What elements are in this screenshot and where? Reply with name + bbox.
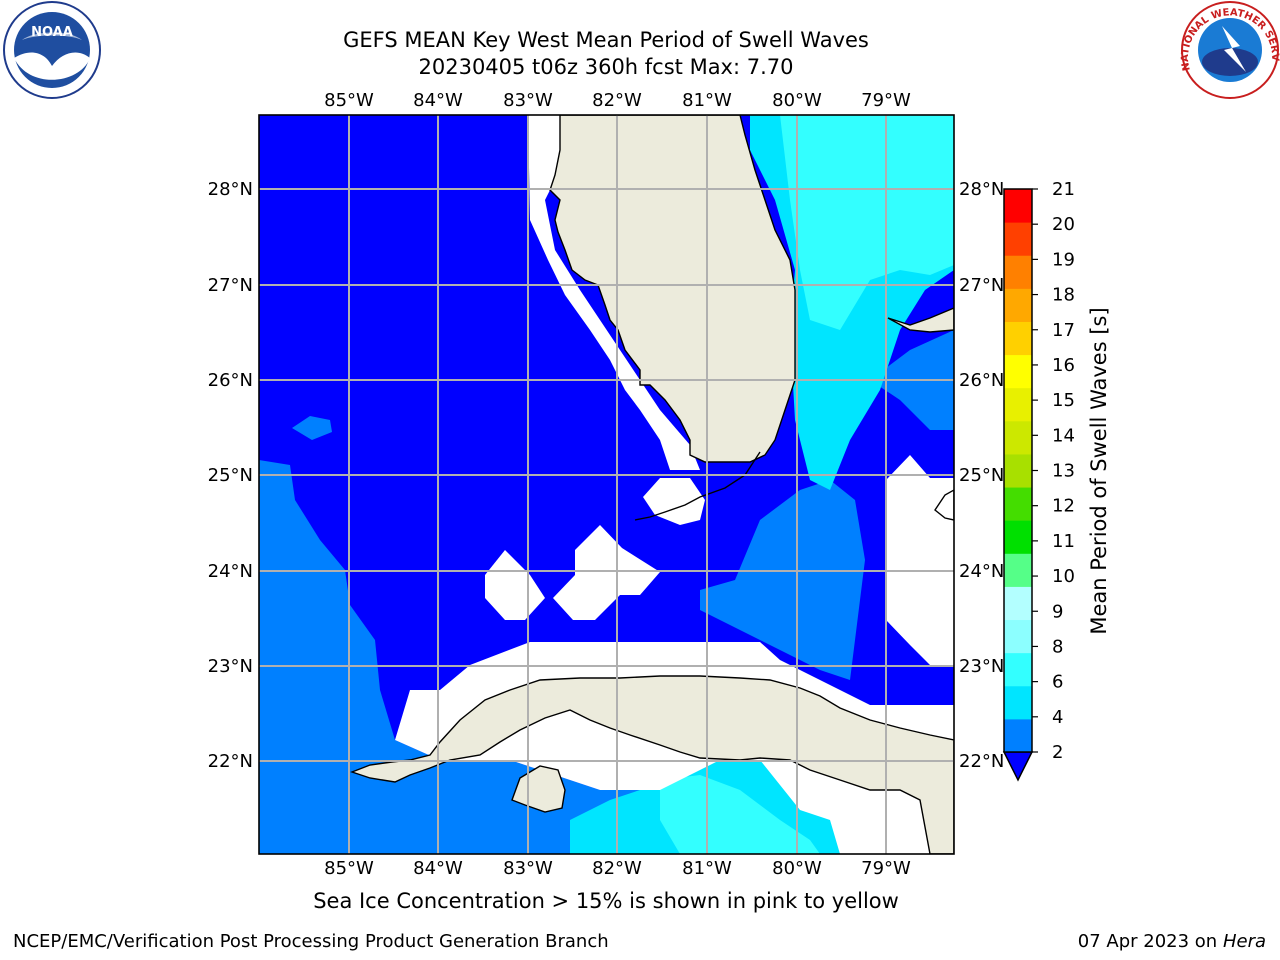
map-field [259, 115, 954, 854]
lon-labels-bottom: 85°W 84°W 83°W 82°W 81°W 80°W 79°W [324, 858, 911, 879]
lon-label: 82°W [592, 90, 642, 111]
lon-label: 80°W [772, 90, 822, 111]
lon-label: 85°W [324, 858, 374, 879]
lat-label: 25°N [208, 465, 253, 486]
lon-label: 81°W [682, 90, 732, 111]
land-florida-keys [634, 451, 761, 521]
lon-labels-top: 85°W 84°W 83°W 82°W 81°W 80°W 79°W [324, 90, 911, 111]
lat-label: 27°N [208, 275, 253, 296]
colorbar-segment [1004, 453, 1032, 488]
land-bahamas-north [887, 307, 954, 333]
colorbar-segment [1004, 255, 1032, 289]
swell-region-2to4-patch [292, 416, 332, 440]
swell-region-6to8-ne [780, 115, 954, 330]
land-cuba [349, 675, 954, 854]
colorbar-label: Mean Period of Swell Waves [s] [1087, 307, 1111, 634]
lat-label: 23°N [208, 656, 253, 677]
lon-label: 83°W [503, 90, 553, 111]
colorbar-tick-label: 16 [1052, 355, 1075, 376]
graticule [259, 115, 954, 854]
colorbar-underflow [1002, 751, 1034, 782]
lat-label: 25°N [959, 465, 1004, 486]
lat-label: 26°N [208, 370, 253, 391]
colorbar-tick-label: 20 [1052, 214, 1075, 235]
colorbar-tick-label: 12 [1052, 496, 1075, 517]
footer-date: 07 Apr 2023 on Hera [1078, 931, 1266, 952]
colorbar-segment [1004, 487, 1032, 521]
colorbar-tick-label: 21 [1052, 179, 1075, 200]
lon-label: 83°W [503, 858, 553, 879]
colorbar-segment [1004, 387, 1032, 422]
colorbar-tick-label: 2 [1052, 742, 1063, 763]
colorbar-segment [1004, 685, 1032, 720]
colorbar-tick-label: 4 [1052, 707, 1063, 728]
colorbar-segment [1004, 354, 1032, 389]
lat-labels-right: 28°N 27°N 26°N 25°N 24°N 23°N 22°N [959, 179, 1004, 772]
colorbar-segment [1004, 288, 1032, 322]
map-subtitle: 20230405 t06z 360h fcst Max: 7.70 [418, 55, 794, 79]
noaa-logo-text: NOAA [31, 25, 73, 40]
colorbar-tick-label: 13 [1052, 461, 1075, 482]
colorbar-tick-label: 15 [1052, 390, 1075, 411]
lon-label: 80°W [772, 858, 822, 879]
colorbar-tick-label: 11 [1052, 531, 1075, 552]
footer-machine: Hera [1222, 931, 1266, 952]
map-frame [258, 114, 955, 855]
colorbar-segment [1004, 222, 1032, 256]
colorbar-segment [1004, 321, 1032, 356]
lon-label: 85°W [324, 90, 374, 111]
colorbar-tick-label: 8 [1052, 636, 1063, 657]
lon-label: 84°W [413, 90, 463, 111]
land-florida [549, 115, 796, 463]
lon-label: 82°W [592, 858, 642, 879]
colorbar-segment [1004, 520, 1032, 554]
colorbar-segment [1004, 553, 1032, 587]
lat-label: 22°N [959, 751, 1004, 772]
colorbar-segment [1004, 189, 1032, 223]
colorbar-segment [1004, 718, 1032, 753]
colorbar-tick-label: 9 [1052, 601, 1063, 622]
colorbar-tick-label: 18 [1052, 285, 1075, 306]
colorbar-segment [1004, 586, 1032, 621]
lon-label: 79°W [861, 90, 911, 111]
swell-region-2to4-west [259, 460, 840, 854]
noaa-logo: NOAA [3, 1, 101, 99]
lat-label: 28°N [208, 179, 253, 200]
lat-label: 26°N [959, 370, 1004, 391]
colorbar: 2 4 6 8 9 10 11 12 13 14 15 16 17 18 19 20 21 [1002, 179, 1075, 782]
nws-logo: NATIONAL WEATHER SERVICE [0, 0, 1280, 99]
lon-label: 84°W [413, 858, 463, 879]
colorbar-tick-label: 17 [1052, 320, 1075, 341]
colorbar-segment [1004, 420, 1032, 455]
lat-label: 24°N [959, 561, 1004, 582]
colorbar-tick-label: 14 [1052, 425, 1075, 446]
lat-labels-left: 28°N 27°N 26°N 25°N 24°N 23°N 22°N [208, 179, 253, 772]
map-title: GEFS MEAN Key West Mean Period of Swell … [343, 28, 869, 52]
colorbar-tick-label: 19 [1052, 249, 1075, 270]
lon-label: 81°W [682, 858, 732, 879]
swell-region-6to8-south [660, 775, 820, 854]
nws-logo-text: NATIONAL WEATHER SERVICE [0, 0, 1280, 72]
colorbar-tick-label: 10 [1052, 566, 1075, 587]
swell-region-2to4-east [700, 480, 865, 680]
lat-label: 27°N [959, 275, 1004, 296]
land-isla-juventud [511, 765, 566, 813]
colorbar-segment [1004, 652, 1032, 687]
land-bahamas-andros [934, 489, 954, 521]
lat-label: 28°N [959, 179, 1004, 200]
footer-date-text: 07 Apr 2023 on [1077, 931, 1223, 952]
colorbar-tick-label: 6 [1052, 672, 1063, 693]
lat-label: 23°N [959, 656, 1004, 677]
colorbar-segment [1004, 619, 1032, 654]
sea-ice-note: Sea Ice Concentration > 15% is shown in … [313, 889, 899, 913]
lat-label: 24°N [208, 561, 253, 582]
lon-label: 79°W [861, 858, 911, 879]
lat-label: 22°N [208, 751, 253, 772]
footer-credit: NCEP/EMC/Verification Post Processing Pr… [13, 931, 609, 952]
